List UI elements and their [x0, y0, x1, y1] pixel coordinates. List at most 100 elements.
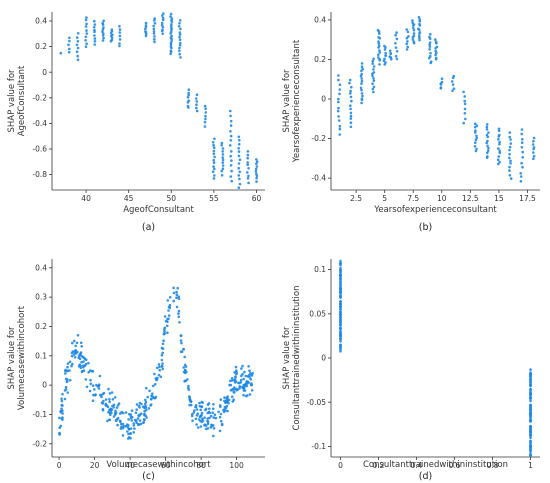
data-point — [209, 414, 213, 418]
data-point — [532, 139, 535, 143]
data-point — [508, 145, 512, 149]
panel-d: 0 0.2 0.4 0.6 0.8 1 0.1 0.05 0 -0.05 -0.1 Consultan… — [275, 241, 550, 482]
data-point — [145, 386, 148, 390]
data-point — [349, 111, 353, 115]
data-point — [229, 164, 233, 167]
data-point — [508, 165, 511, 169]
data-point — [61, 418, 64, 421]
data-point — [349, 95, 353, 99]
x-tick-label: 1 — [528, 461, 533, 470]
data-point — [160, 23, 164, 27]
data-point — [244, 374, 248, 378]
data-point — [428, 45, 432, 48]
data-point — [157, 363, 161, 366]
data-point — [194, 417, 198, 421]
data-point — [93, 23, 97, 26]
data-point — [134, 411, 138, 415]
data-point — [74, 344, 77, 348]
panel-b: 2.5 5 7.5 10 12.5 15 17.5 0.4 0.2 0 -0.2 -0.4 Yearso… — [275, 0, 550, 241]
data-point — [70, 354, 74, 358]
data-point — [339, 277, 342, 280]
data-point — [377, 40, 380, 43]
data-point — [349, 107, 352, 111]
data-point — [360, 65, 364, 68]
data-point — [246, 161, 249, 164]
data-point — [237, 142, 241, 146]
data-point — [250, 373, 253, 377]
data-point — [241, 385, 245, 389]
data-point — [130, 419, 133, 422]
data-point — [96, 385, 99, 388]
data-point — [371, 62, 374, 65]
data-point — [339, 333, 342, 337]
y-tick-label: 0.05 — [309, 309, 326, 318]
data-point — [170, 17, 174, 20]
data-point — [183, 355, 186, 359]
data-point — [144, 406, 148, 409]
data-point — [440, 77, 444, 80]
data-point — [473, 141, 477, 144]
data-point — [497, 147, 500, 150]
data-point — [161, 342, 165, 346]
y-tick-label: -0.6 — [32, 145, 47, 154]
data-point — [204, 107, 207, 110]
data-point — [137, 414, 140, 417]
data-point — [133, 427, 136, 430]
y-tick-label: 0 — [42, 68, 47, 77]
data-point — [185, 370, 188, 374]
data-point — [92, 25, 96, 29]
data-point — [434, 40, 438, 44]
data-point — [222, 408, 225, 412]
data-point — [509, 138, 512, 141]
data-point — [254, 172, 258, 176]
scatter-points — [339, 259, 532, 457]
data-point — [371, 87, 375, 91]
data-point — [234, 365, 238, 369]
data-point — [167, 309, 170, 312]
data-point — [529, 433, 532, 437]
data-point — [108, 398, 111, 401]
data-point — [129, 432, 133, 435]
data-point — [85, 22, 88, 26]
data-point — [221, 167, 225, 170]
data-point — [412, 34, 416, 38]
data-point — [212, 152, 216, 156]
data-point — [161, 32, 164, 36]
data-point — [226, 409, 229, 413]
data-point — [211, 141, 215, 144]
data-point — [91, 399, 95, 402]
data-point — [240, 374, 243, 378]
data-point — [80, 370, 84, 373]
data-point — [118, 34, 122, 38]
x-tick-label: 40 — [81, 194, 91, 203]
data-point — [84, 39, 87, 42]
data-point — [203, 125, 207, 128]
data-point — [418, 38, 421, 42]
data-point — [199, 408, 202, 412]
y-axis-label: SHAP value for — [7, 69, 17, 133]
data-point — [463, 112, 467, 115]
data-point — [237, 186, 241, 189]
data-point — [200, 411, 204, 415]
data-point — [75, 43, 79, 47]
data-point — [66, 362, 70, 365]
data-point — [529, 403, 532, 407]
y-tick-label: 0.2 — [314, 55, 326, 64]
chart-a: 40 45 50 55 60 0.4 0.2 0 -0.2 -0.4 -0.6 -0.8 AgeofCo… — [7, 12, 265, 233]
data-point — [170, 34, 173, 38]
data-point — [249, 383, 253, 387]
data-point — [91, 384, 95, 387]
data-point — [167, 314, 171, 317]
data-point — [529, 373, 532, 377]
data-point — [232, 398, 235, 401]
data-point — [339, 300, 342, 303]
data-point — [338, 83, 342, 86]
data-point — [226, 397, 229, 400]
data-point — [383, 44, 386, 48]
data-point — [235, 372, 238, 376]
data-point — [61, 392, 64, 396]
data-point — [412, 28, 416, 32]
data-point — [339, 308, 342, 311]
data-point — [360, 62, 364, 65]
data-point — [158, 368, 161, 372]
